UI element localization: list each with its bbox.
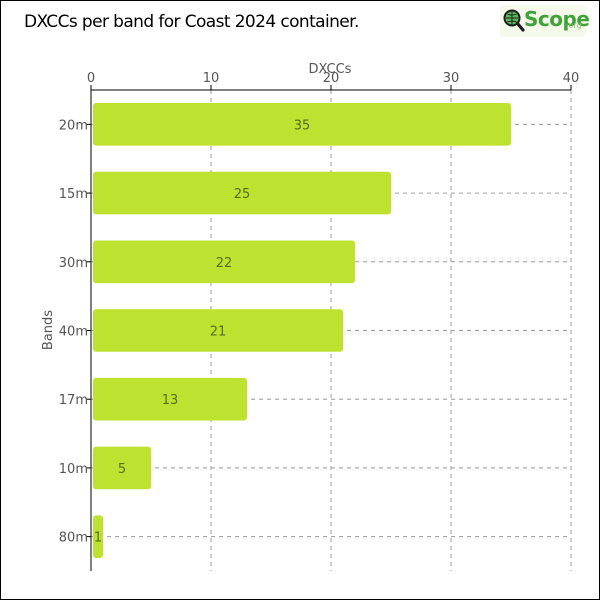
category-label: 17m [59, 393, 88, 408]
bar [93, 377, 247, 421]
category-label: 40m [59, 325, 88, 340]
bar-layer: 35 25 22 21 13 5 1 [93, 103, 511, 558]
magnifier-globe-icon [503, 9, 525, 32]
chart-title: DXCCs per band for Coast 2024 container. [24, 12, 359, 32]
x-axis-label: DXCCs [309, 62, 352, 77]
category-label: 10m [59, 462, 88, 477]
bar [93, 515, 103, 558]
y-axis-label: Bands [41, 310, 56, 350]
x-tick-label: 10 [203, 71, 220, 86]
x-tick-label: 40 [563, 71, 580, 86]
x-tick-label: 0 [87, 71, 95, 86]
data-label: 35 [294, 118, 311, 133]
category-label: 80m [59, 531, 88, 546]
data-label: 21 [210, 325, 227, 340]
bar [93, 240, 355, 284]
logo-suffix: .org [566, 21, 582, 30]
category-label: 20m [59, 118, 88, 133]
data-label: 22 [216, 256, 233, 271]
logo: Scope .org [500, 5, 590, 37]
axis-layer: 20m 15m 30m 40m 17m 10m 80m 0 10 20 30 40 [59, 71, 579, 571]
category-label: 30m [59, 256, 88, 271]
category-label: 15m [59, 187, 88, 202]
bar [93, 446, 151, 490]
data-label: 1 [94, 531, 102, 546]
x-tick-label: 30 [443, 71, 460, 86]
x-tick-label: 20 [323, 71, 340, 86]
bar [93, 103, 511, 146]
bar [93, 171, 391, 215]
data-label: 25 [234, 187, 251, 202]
logo-wordmark: Scope [524, 7, 590, 31]
data-label: 5 [118, 462, 126, 477]
bar [93, 309, 343, 352]
data-label: 13 [162, 393, 179, 408]
